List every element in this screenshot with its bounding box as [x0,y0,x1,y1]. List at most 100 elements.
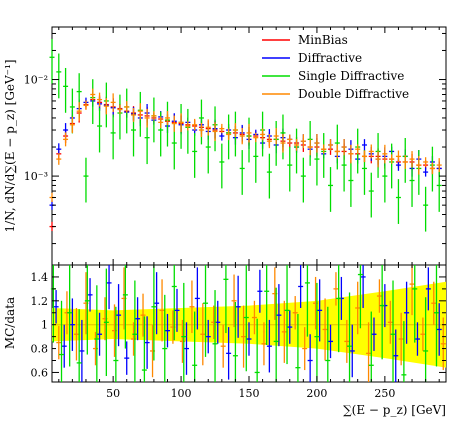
ratio-point [181,282,187,382]
data-point [56,153,62,165]
data-point [423,186,429,232]
ratio-point [192,311,198,382]
ratio-point [235,275,241,338]
data-point [402,155,408,169]
ratio-point [401,321,407,382]
ratio-point [349,324,355,378]
data-point [178,113,184,132]
ratio-point [124,341,130,375]
ratio-point [79,319,85,382]
data-point [341,139,347,156]
data-point [144,108,150,128]
ratio-point [59,300,65,382]
data-point [198,99,204,145]
ratio-point [414,322,420,356]
legend: MinBias Diffractive Single Diffractive D… [262,33,409,101]
ratio-point [409,265,415,316]
data-point [63,132,69,147]
data-point [205,119,211,136]
ratio-point [398,312,404,366]
ratio-point [295,313,301,382]
data-point [253,132,259,143]
data-point [253,138,259,183]
data-point [83,100,89,110]
ratio-point [273,287,279,382]
data-point [307,139,313,156]
ratio-point [317,279,323,342]
ratio-point [56,325,62,360]
data-point [63,67,69,113]
ratio-point [307,334,313,382]
data-point [69,116,75,134]
data-point [436,167,442,212]
ratio-point [203,265,209,357]
ratio-point [151,265,157,361]
x-tick-label: 200 [306,387,327,400]
data-point [287,134,293,144]
ratio-axis-ticks: 0.6 0.8 1 1.2 1.4 50 100 150 200 250 [31,265,446,400]
ratio-point [220,324,226,368]
ratio-point [61,324,67,368]
data-point [137,103,143,120]
ratio-point [69,298,75,351]
data-point [198,123,204,137]
data-point [171,124,177,170]
ratio-point [164,313,170,348]
ratio-point [212,290,218,382]
data-point [436,158,442,173]
ratio-point [376,279,382,313]
ratio-point [223,265,229,334]
ratio-point [76,309,82,382]
data-point [49,38,55,84]
data-point [389,154,395,164]
ratio-point [292,296,298,330]
data-point [83,157,89,203]
ratio-point [200,303,206,366]
data-point [226,128,232,141]
main-plot-panel: 10⁻³ 10⁻² [24,26,447,266]
data-point [103,98,109,115]
ratio-point [141,316,147,382]
ratio-point [360,265,366,308]
ratio-series [56,265,446,382]
ratio-point [366,322,372,382]
data-point [368,144,374,159]
data-point [273,128,279,145]
ratio-point [84,265,90,355]
ratio-point [254,318,260,382]
ratio-point [425,267,431,311]
ratio-point [261,322,267,366]
ratio-point [393,329,399,382]
data-point [56,53,62,99]
data-point [97,92,103,107]
ratio-point [226,327,232,380]
data-point [334,144,340,159]
ratio-y-tick-label: 1.2 [31,295,49,308]
ratio-point [106,265,112,310]
ratio-point [368,311,374,382]
data-point [185,108,191,154]
data-point [361,139,367,151]
data-point [205,128,211,174]
ratio-point [251,300,257,335]
data-point [294,139,300,151]
data-point [151,111,157,121]
ratio-point [140,293,146,337]
data-point [416,156,422,175]
ratio-point [333,272,339,306]
ratio-point [231,274,237,328]
series-single-diffractive [49,38,442,232]
ratio-point [276,284,282,347]
data-point [382,157,388,203]
series-diffractive [49,95,442,210]
ratio-point [162,294,168,382]
ratio-point [97,312,103,356]
ratio-point [298,265,304,308]
ratio-y-tick-label: 0.8 [31,343,49,356]
data-point [117,104,123,114]
ratio-point [390,280,396,382]
data-point [158,116,164,129]
data-point [314,134,320,153]
series-minbias [49,93,442,232]
ratio-plot-panel: 0.6 0.8 1 1.2 1.4 50 100 150 200 250 [31,264,447,400]
